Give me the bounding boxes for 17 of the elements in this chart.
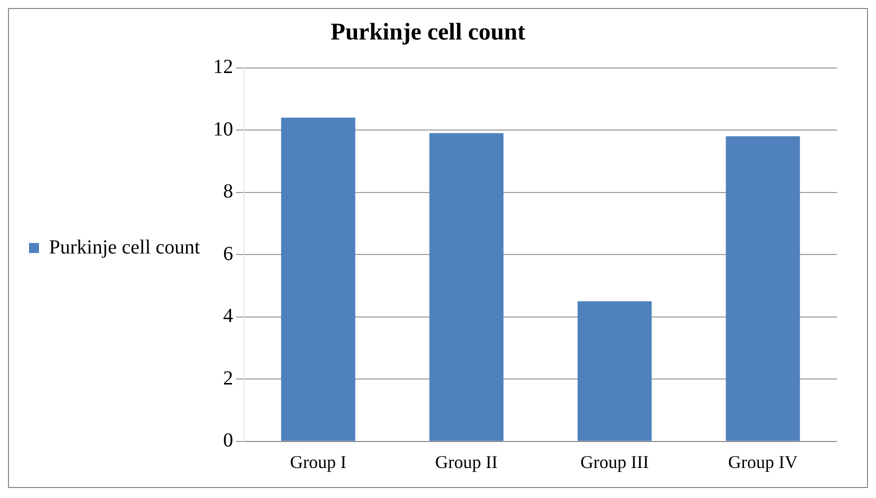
legend-label: Purkinje cell count [49,236,201,258]
x-tick-label: Group I [290,452,346,472]
y-tick-label: 6 [223,242,234,265]
chart-title: Purkinje cell count [330,20,526,46]
bar [578,301,652,441]
bar [281,118,356,441]
y-tick-label: 10 [213,118,234,140]
y-tick-label: 12 [213,56,234,78]
x-tick-label: Group III [580,452,649,472]
x-tick-label: Group IV [728,452,798,472]
y-tick-label: 2 [223,367,234,390]
x-tick-label: Group II [435,452,498,472]
y-tick-label: 8 [223,180,234,203]
bar [429,133,504,441]
y-tick-label: 0 [223,430,234,452]
bar [726,136,800,441]
y-tick-label: 4 [223,305,234,328]
